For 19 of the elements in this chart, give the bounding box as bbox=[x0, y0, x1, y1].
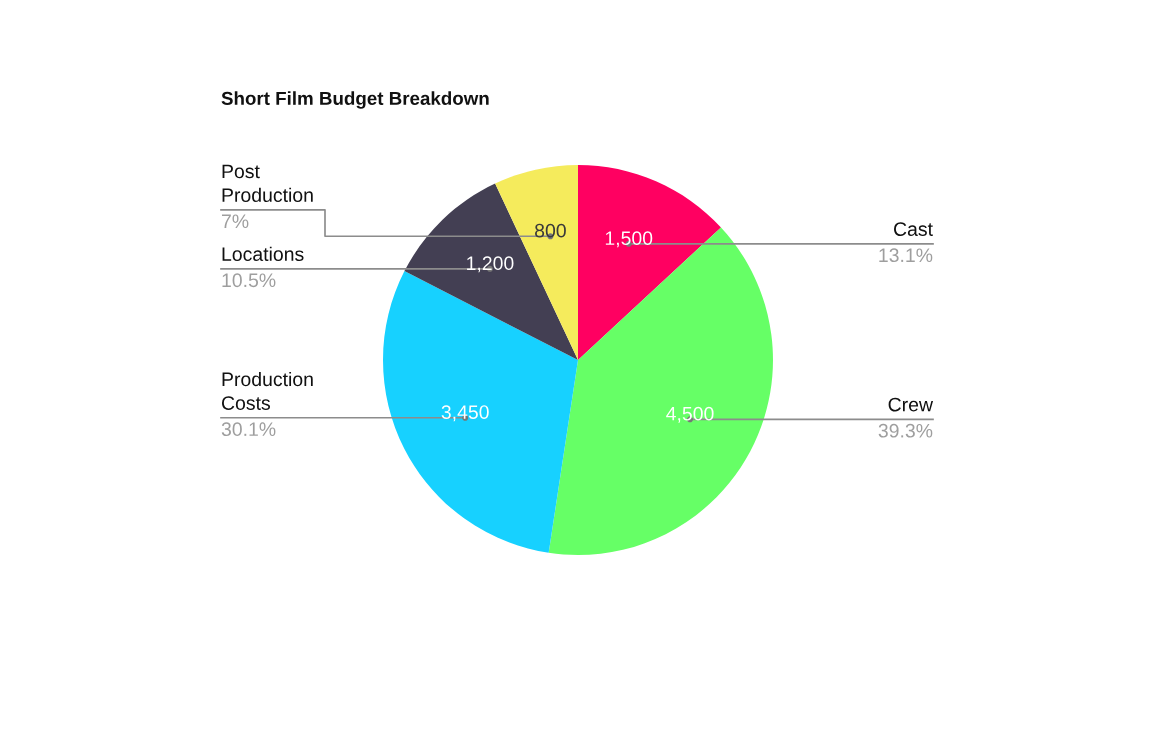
slice-label: Post Production bbox=[222, 164, 313, 203]
slice-label: Crew bbox=[888, 397, 934, 412]
data-label: 1,500 bbox=[605, 231, 653, 248]
slice-label: Production Costs bbox=[221, 371, 313, 410]
text: 7% bbox=[222, 214, 249, 229]
text: 13.1% bbox=[879, 248, 933, 263]
data-label: 4,500 bbox=[666, 406, 714, 423]
pie-slice bbox=[383, 271, 578, 553]
slice-label: Cast bbox=[894, 222, 933, 236]
text: 30.1% bbox=[221, 422, 276, 437]
data-label: 3,450 bbox=[441, 405, 489, 422]
slice-label: Locations bbox=[222, 246, 304, 262]
text: 39.3% bbox=[878, 423, 933, 438]
data-label: 800 bbox=[535, 223, 566, 238]
pie-slice bbox=[404, 183, 578, 360]
pie-slice bbox=[578, 165, 721, 360]
data-label: 1,200 bbox=[467, 256, 514, 273]
chart-title: Short Film Budget Breakdown bbox=[221, 91, 489, 109]
text: 10.5% bbox=[222, 273, 276, 288]
